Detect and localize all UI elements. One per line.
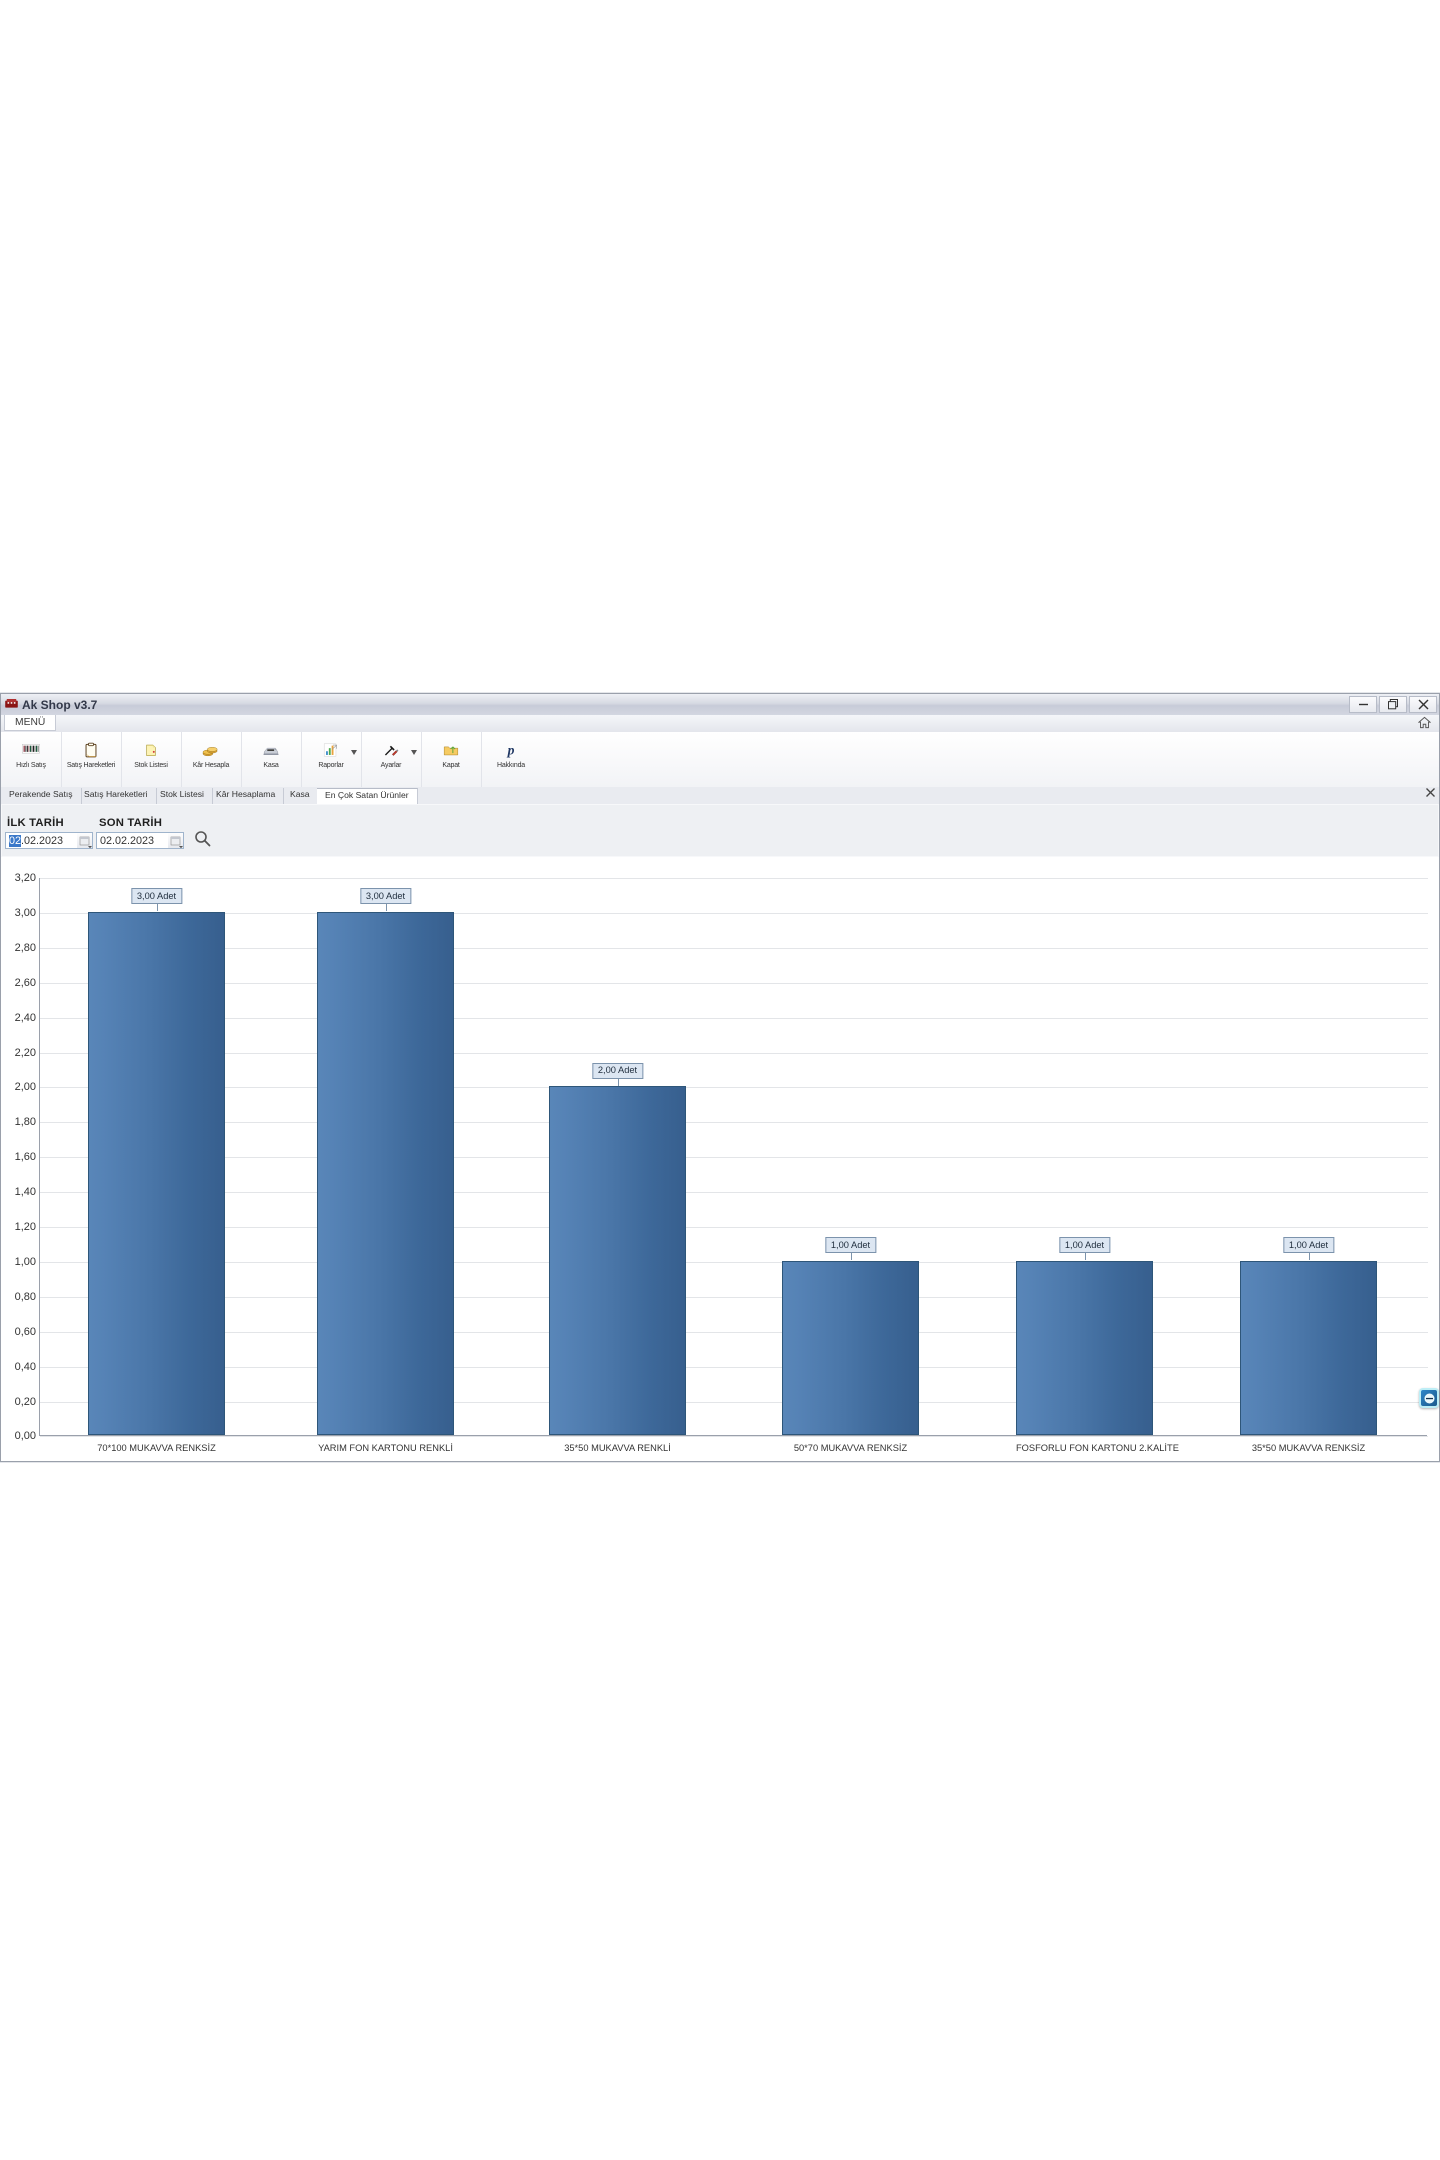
svg-text:p: p [507, 743, 515, 758]
